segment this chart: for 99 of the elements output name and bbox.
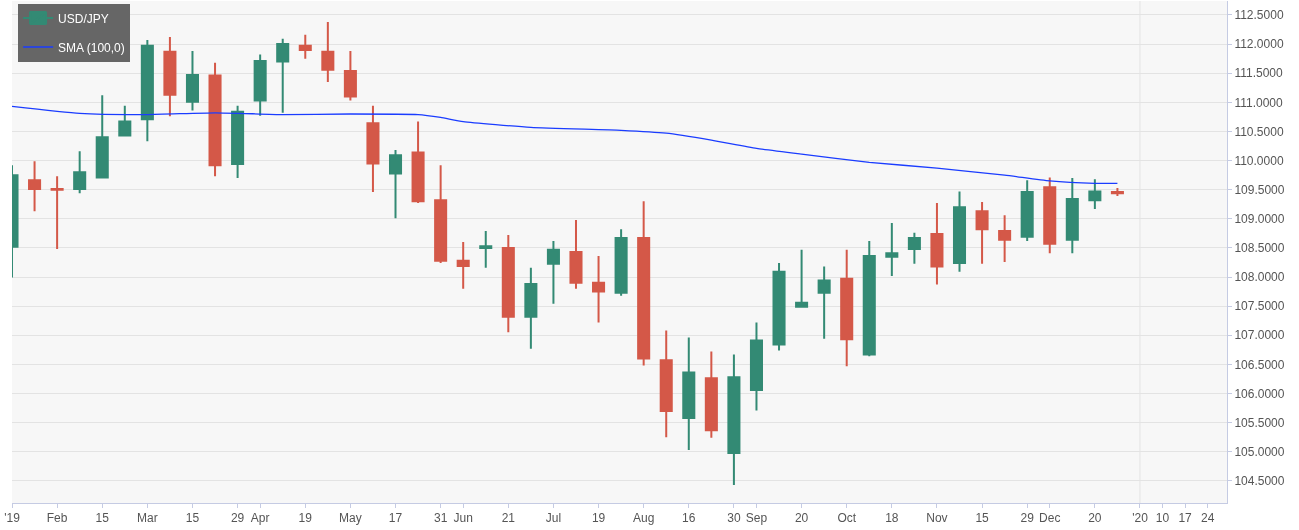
candlestick — [118, 104, 132, 137]
y-tick-label: 112.5000 — [1234, 8, 1284, 23]
y-tick-label: 109.0000 — [1234, 212, 1285, 227]
candlestick — [1020, 179, 1034, 242]
legend-label: SMA (100,0) — [58, 40, 125, 55]
x-tick-label: Dec — [1039, 511, 1061, 526]
candlestick — [682, 336, 696, 451]
y-tick-label: 104.5000 — [1234, 474, 1285, 489]
x-tick-label: May — [339, 511, 362, 526]
x-tick-label: 19 — [298, 511, 313, 526]
candlestick — [840, 248, 854, 368]
candlestick — [727, 353, 741, 486]
y-tick-label: 109.5000 — [1234, 182, 1285, 197]
x-tick-label: 15 — [185, 511, 200, 526]
candlestick — [411, 120, 425, 205]
candlestick — [231, 104, 245, 180]
candlestick — [524, 266, 538, 350]
line-series — [12, 105, 1119, 184]
y-tick-label: 108.0000 — [1234, 270, 1285, 285]
x-tick-label: 18 — [885, 511, 899, 526]
y-tick-label: 110.5000 — [1234, 124, 1284, 139]
candlestick — [614, 228, 628, 297]
legend-label: USD/JPY — [58, 11, 109, 26]
candlestick — [569, 218, 583, 290]
candlestick — [343, 50, 357, 102]
candlestick — [366, 104, 380, 194]
y-tick-label: 111.0000 — [1234, 95, 1283, 110]
x-tick-label: 19 — [591, 511, 606, 526]
y-tick-label: 110.0000 — [1234, 153, 1284, 168]
x-tick-label: '19 — [4, 511, 21, 526]
candlestick — [546, 239, 560, 305]
x-tick-label: 16 — [682, 511, 696, 526]
x-tick-label: Jul — [545, 511, 562, 526]
candlestick — [795, 248, 809, 308]
candlestick — [456, 241, 470, 290]
y-tick-label: 106.5000 — [1234, 357, 1285, 372]
y-tick-label: 111.5000 — [1234, 66, 1283, 81]
candlestick — [817, 265, 831, 340]
candlestick — [952, 190, 967, 273]
x-tick-label: Feb — [46, 511, 68, 526]
candlestick — [1065, 177, 1079, 255]
candlestick — [749, 321, 763, 412]
candlestick — [637, 200, 651, 367]
y-tick-label: 107.5000 — [1234, 299, 1285, 314]
candlestick — [28, 160, 42, 213]
candlestick — [975, 200, 989, 265]
x-tick-label: 29 — [230, 511, 245, 526]
y-tick-label: 105.5000 — [1234, 415, 1285, 430]
x-tick-label: 24 — [1200, 511, 1215, 526]
candlestick — [185, 50, 199, 112]
x-tick-label: 20 — [794, 511, 809, 526]
candlestick — [298, 33, 312, 60]
x-tick-label: 15 — [95, 511, 110, 526]
x-tick-label: 17 — [388, 511, 403, 526]
x-tick-label: '20 — [1132, 511, 1149, 526]
x-tick-label: 29 — [1020, 511, 1035, 526]
y-tick-label: 107.0000 — [1234, 328, 1285, 343]
candlestick — [501, 234, 515, 334]
y-tick-label: 106.0000 — [1234, 386, 1285, 401]
candlestick — [208, 61, 222, 178]
x-tick-label: 15 — [975, 511, 990, 526]
x-tick-label: Mar — [137, 511, 158, 526]
candlestick — [434, 164, 448, 265]
candlestick — [50, 175, 64, 251]
candlestick — [321, 20, 335, 83]
candlestick — [772, 262, 786, 352]
x-tick-label: 21 — [501, 511, 516, 526]
x-tick-label: 20 — [1088, 511, 1102, 526]
x-tick-label: 30 — [727, 511, 741, 526]
x-tick-label: Sep — [745, 511, 768, 526]
candlestick — [592, 255, 606, 324]
candlestick — [388, 149, 403, 220]
candlestick — [479, 230, 493, 269]
candlestick — [998, 214, 1012, 263]
candlestick — [140, 39, 154, 143]
candlestick — [1043, 176, 1057, 255]
candlestick — [253, 53, 267, 117]
y-tick-label: 112.0000 — [1234, 37, 1284, 52]
x-tick-label: 17 — [1178, 511, 1193, 526]
x-tick-label: Nov — [926, 511, 948, 526]
candlestick — [907, 231, 921, 265]
x-tick-label: Oct — [837, 511, 857, 526]
candlestick — [276, 37, 290, 114]
candlestick — [704, 350, 718, 439]
candlestick — [95, 94, 109, 180]
candlestick — [862, 239, 876, 358]
x-tick-label: Apr — [250, 511, 270, 526]
x-tick-label: 10 — [1155, 511, 1170, 526]
candlestick — [1088, 178, 1102, 210]
x-tick-label: Jun — [453, 511, 473, 526]
y-tick-label: 108.5000 — [1234, 241, 1285, 256]
candlestick — [885, 221, 899, 277]
x-tick-label: Aug — [632, 511, 655, 526]
candlestick — [930, 202, 944, 286]
candlestick — [73, 150, 87, 195]
candlestick — [163, 36, 177, 118]
x-tick-label: 31 — [433, 511, 448, 526]
y-tick-label: 105.0000 — [1234, 444, 1285, 459]
candlestick — [659, 329, 673, 439]
